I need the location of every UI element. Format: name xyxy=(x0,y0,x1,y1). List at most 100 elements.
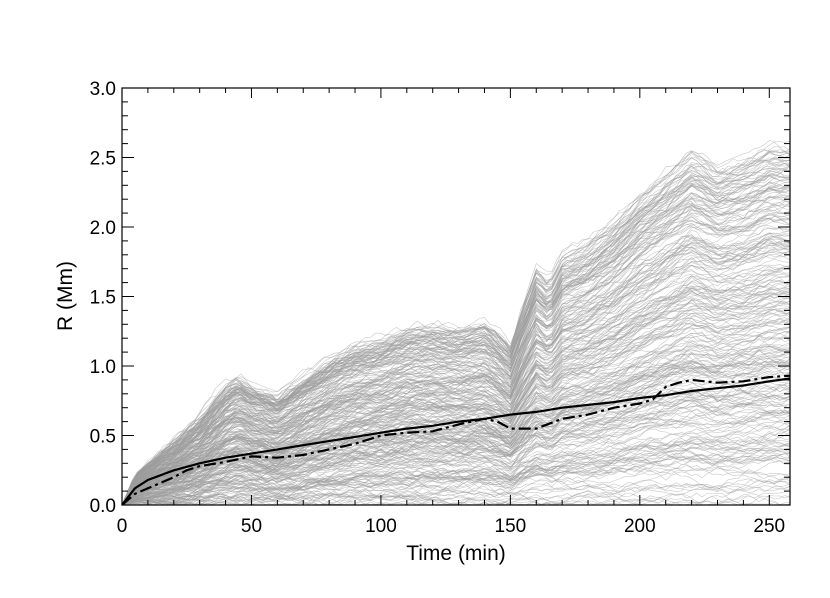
ensemble-line xyxy=(121,317,791,506)
x-tick-label: 200 xyxy=(624,516,656,537)
x-tick-label: 150 xyxy=(495,516,527,537)
ensemble-line xyxy=(121,218,791,506)
mean-curve-dashdot xyxy=(121,374,791,506)
ensemble-line xyxy=(121,167,791,506)
ensemble-line xyxy=(121,277,791,506)
ensemble-line xyxy=(121,452,791,506)
ensemble-line xyxy=(121,405,791,506)
ensemble-line xyxy=(121,175,791,506)
ensemble-line xyxy=(121,391,791,506)
ensemble-line xyxy=(121,466,791,506)
ensemble-line xyxy=(121,332,791,506)
fit-curve-solid xyxy=(121,377,791,506)
ensemble-line xyxy=(121,232,791,506)
ensemble-line xyxy=(121,180,791,506)
ensemble-line xyxy=(121,424,791,506)
y-tick-label: 0.5 xyxy=(90,427,116,448)
ensemble-line xyxy=(121,447,791,506)
ensemble-line xyxy=(121,447,791,506)
ensemble-line xyxy=(121,206,791,506)
ensemble-line xyxy=(121,366,791,506)
y-tick-label: 2.5 xyxy=(90,149,116,170)
x-tick-label: 50 xyxy=(241,516,262,537)
ensemble-line xyxy=(121,185,791,506)
ensemble-line xyxy=(121,401,791,506)
ensemble-line xyxy=(121,280,791,506)
ensemble-line xyxy=(121,469,791,506)
axes-layer: 0 50 100 150 200 250 0.0 0.5 1.0 1.5 2.0 2.5 3.0 xyxy=(90,79,791,537)
ensemble-line xyxy=(121,149,791,506)
x-tick-label: 100 xyxy=(365,516,397,537)
ensemble-line xyxy=(121,307,791,506)
y-axis-title: R (Mm) xyxy=(54,261,77,331)
ensemble-line xyxy=(121,241,791,506)
ensemble-line xyxy=(121,201,791,506)
ensemble-line xyxy=(121,321,791,506)
ensemble-line xyxy=(121,428,791,506)
ensemble-line xyxy=(121,153,791,506)
x-tick-label: 250 xyxy=(753,516,785,537)
ensemble-line xyxy=(121,288,791,506)
ensemble-line xyxy=(121,343,791,506)
ensemble-line xyxy=(121,203,791,506)
x-tick-label: 0 xyxy=(117,516,128,537)
ensemble-line xyxy=(121,244,791,506)
ensemble-line xyxy=(121,398,791,506)
ensemble-line xyxy=(121,167,791,506)
ensemble-line xyxy=(121,353,791,506)
ensemble-line xyxy=(121,402,791,506)
ensemble-line xyxy=(121,250,791,506)
ensemble-line xyxy=(121,154,791,506)
ensemble-line xyxy=(121,171,791,506)
ensemble-line xyxy=(121,419,791,506)
ensemble-line xyxy=(121,437,791,506)
y-tick-label: 2.0 xyxy=(90,218,116,239)
ensemble-line xyxy=(121,281,791,506)
ensemble-line xyxy=(121,347,791,506)
ensemble-line xyxy=(121,242,791,506)
ensemble-line xyxy=(121,440,791,506)
ensemble-line xyxy=(121,425,791,506)
ensemble-line xyxy=(121,457,791,506)
y-tick-label: 0.0 xyxy=(90,496,116,517)
x-axis-title: Time (min) xyxy=(406,542,506,565)
ensemble-line xyxy=(121,194,791,506)
ensemble-line xyxy=(121,150,791,506)
ensemble-line xyxy=(121,320,791,506)
y-tick-label: 1.0 xyxy=(90,357,116,378)
ensemble-line xyxy=(121,322,790,506)
ensemble-line xyxy=(121,285,791,506)
ensemble-line xyxy=(121,302,791,506)
ensemble-line xyxy=(121,242,790,506)
ensemble-line xyxy=(121,279,791,506)
ensemble-line xyxy=(121,439,791,506)
ensemble-line xyxy=(121,199,791,506)
series-layer xyxy=(121,374,791,506)
ensemble-line xyxy=(121,293,791,506)
ensemble-line xyxy=(121,151,791,506)
ensemble-line xyxy=(121,454,791,506)
ensemble-line xyxy=(121,452,791,506)
ensemble-line xyxy=(121,360,791,506)
y-tick-label: 3.0 xyxy=(90,79,116,100)
ensemble-line xyxy=(121,266,791,506)
ensemble-line xyxy=(121,179,791,506)
ensemble-line xyxy=(121,394,791,506)
y-tick-label: 1.5 xyxy=(90,288,116,309)
ensemble-line xyxy=(121,467,791,506)
ensemble-line xyxy=(121,287,791,506)
ensemble-line xyxy=(121,412,791,506)
ensemble-line xyxy=(121,454,791,506)
ensemble-line xyxy=(121,270,791,506)
ensemble-line xyxy=(121,216,791,506)
ensemble-line xyxy=(121,242,791,506)
ensemble-layer xyxy=(121,140,791,506)
ensemble-line xyxy=(121,274,791,506)
ensemble-line xyxy=(121,380,791,506)
ensemble-line xyxy=(121,166,791,506)
ensemble-line xyxy=(121,396,791,506)
ensemble-line xyxy=(121,203,791,506)
ensemble-line xyxy=(121,476,791,506)
